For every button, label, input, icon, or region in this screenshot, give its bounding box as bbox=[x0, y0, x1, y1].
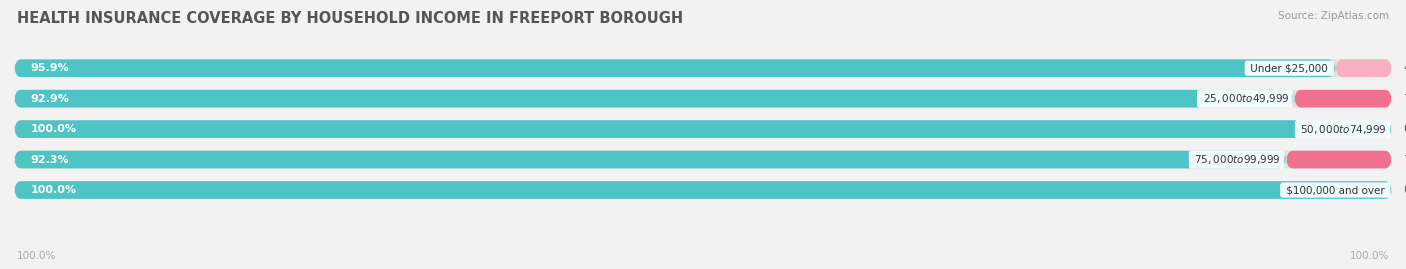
FancyBboxPatch shape bbox=[1294, 90, 1392, 108]
FancyBboxPatch shape bbox=[14, 90, 1392, 108]
FancyBboxPatch shape bbox=[1286, 151, 1392, 168]
FancyBboxPatch shape bbox=[14, 181, 1392, 199]
Text: 92.9%: 92.9% bbox=[31, 94, 69, 104]
Text: 100.0%: 100.0% bbox=[1350, 251, 1389, 261]
Text: HEALTH INSURANCE COVERAGE BY HOUSEHOLD INCOME IN FREEPORT BOROUGH: HEALTH INSURANCE COVERAGE BY HOUSEHOLD I… bbox=[17, 11, 683, 26]
FancyBboxPatch shape bbox=[14, 151, 1286, 168]
FancyBboxPatch shape bbox=[14, 120, 1392, 138]
Text: 100.0%: 100.0% bbox=[31, 124, 76, 134]
Text: 0.0%: 0.0% bbox=[1403, 124, 1406, 134]
Text: 7.1%: 7.1% bbox=[1403, 94, 1406, 104]
Text: 95.9%: 95.9% bbox=[31, 63, 69, 73]
Text: $25,000 to $49,999: $25,000 to $49,999 bbox=[1199, 92, 1289, 105]
FancyBboxPatch shape bbox=[14, 151, 1392, 168]
Text: 100.0%: 100.0% bbox=[17, 251, 56, 261]
FancyBboxPatch shape bbox=[14, 59, 1392, 77]
FancyBboxPatch shape bbox=[14, 120, 1392, 138]
Text: 92.3%: 92.3% bbox=[31, 155, 69, 165]
Text: Source: ZipAtlas.com: Source: ZipAtlas.com bbox=[1278, 11, 1389, 21]
Text: 0.0%: 0.0% bbox=[1403, 185, 1406, 195]
Text: $50,000 to $74,999: $50,000 to $74,999 bbox=[1298, 123, 1388, 136]
FancyBboxPatch shape bbox=[14, 181, 1392, 199]
FancyBboxPatch shape bbox=[14, 90, 1294, 108]
FancyBboxPatch shape bbox=[1336, 59, 1392, 77]
Text: 100.0%: 100.0% bbox=[31, 185, 76, 195]
Text: 4.1%: 4.1% bbox=[1403, 63, 1406, 73]
Text: $75,000 to $99,999: $75,000 to $99,999 bbox=[1191, 153, 1282, 166]
FancyBboxPatch shape bbox=[14, 59, 1336, 77]
Text: 7.7%: 7.7% bbox=[1403, 155, 1406, 165]
Text: Under $25,000: Under $25,000 bbox=[1247, 63, 1331, 73]
Text: $100,000 and over: $100,000 and over bbox=[1282, 185, 1388, 195]
